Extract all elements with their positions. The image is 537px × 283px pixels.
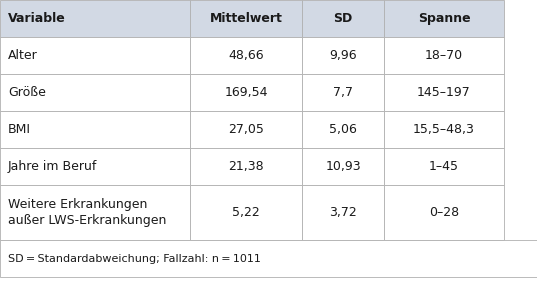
- Text: 1–45: 1–45: [429, 160, 459, 173]
- Text: Variable: Variable: [8, 12, 66, 25]
- Bar: [190, 37, 302, 74]
- Bar: [302, 37, 384, 74]
- Text: 27,05: 27,05: [228, 123, 264, 136]
- Text: 9,96: 9,96: [329, 49, 357, 62]
- Text: Spanne: Spanne: [418, 12, 470, 25]
- Bar: [0, 185, 190, 240]
- Text: 18–70: 18–70: [425, 49, 463, 62]
- Bar: [302, 74, 384, 111]
- Text: 5,22: 5,22: [232, 206, 260, 219]
- Bar: [384, 74, 504, 111]
- Bar: [0, 148, 190, 185]
- Text: 0–28: 0–28: [429, 206, 459, 219]
- Bar: [384, 185, 504, 240]
- Text: 15,5–48,3: 15,5–48,3: [413, 123, 475, 136]
- Text: Weitere Erkrankungen
außer LWS-Erkrankungen: Weitere Erkrankungen außer LWS-Erkrankun…: [8, 198, 166, 227]
- Bar: [0, 111, 190, 148]
- Bar: [302, 111, 384, 148]
- Bar: [190, 148, 302, 185]
- Bar: [190, 74, 302, 111]
- Text: 10,93: 10,93: [325, 160, 361, 173]
- Bar: [190, 185, 302, 240]
- Bar: [0, 240, 537, 277]
- Text: Jahre im Beruf: Jahre im Beruf: [8, 160, 97, 173]
- Bar: [0, 0, 190, 37]
- Text: 21,38: 21,38: [228, 160, 264, 173]
- Text: BMI: BMI: [8, 123, 31, 136]
- Text: 169,54: 169,54: [224, 86, 268, 99]
- Text: 145–197: 145–197: [417, 86, 471, 99]
- Bar: [0, 37, 190, 74]
- Bar: [190, 111, 302, 148]
- Bar: [384, 111, 504, 148]
- Text: Mittelwert: Mittelwert: [209, 12, 282, 25]
- Text: SD = Standardabweichung; Fallzahl: n = 1011: SD = Standardabweichung; Fallzahl: n = 1…: [8, 254, 261, 263]
- Text: 5,06: 5,06: [329, 123, 357, 136]
- Text: SD: SD: [333, 12, 353, 25]
- Bar: [384, 148, 504, 185]
- Bar: [384, 0, 504, 37]
- Text: Größe: Größe: [8, 86, 46, 99]
- Text: 7,7: 7,7: [333, 86, 353, 99]
- Bar: [190, 0, 302, 37]
- Bar: [302, 185, 384, 240]
- Text: Alter: Alter: [8, 49, 38, 62]
- Text: 48,66: 48,66: [228, 49, 264, 62]
- Bar: [0, 74, 190, 111]
- Bar: [302, 0, 384, 37]
- Bar: [302, 148, 384, 185]
- Text: 3,72: 3,72: [329, 206, 357, 219]
- Bar: [384, 37, 504, 74]
